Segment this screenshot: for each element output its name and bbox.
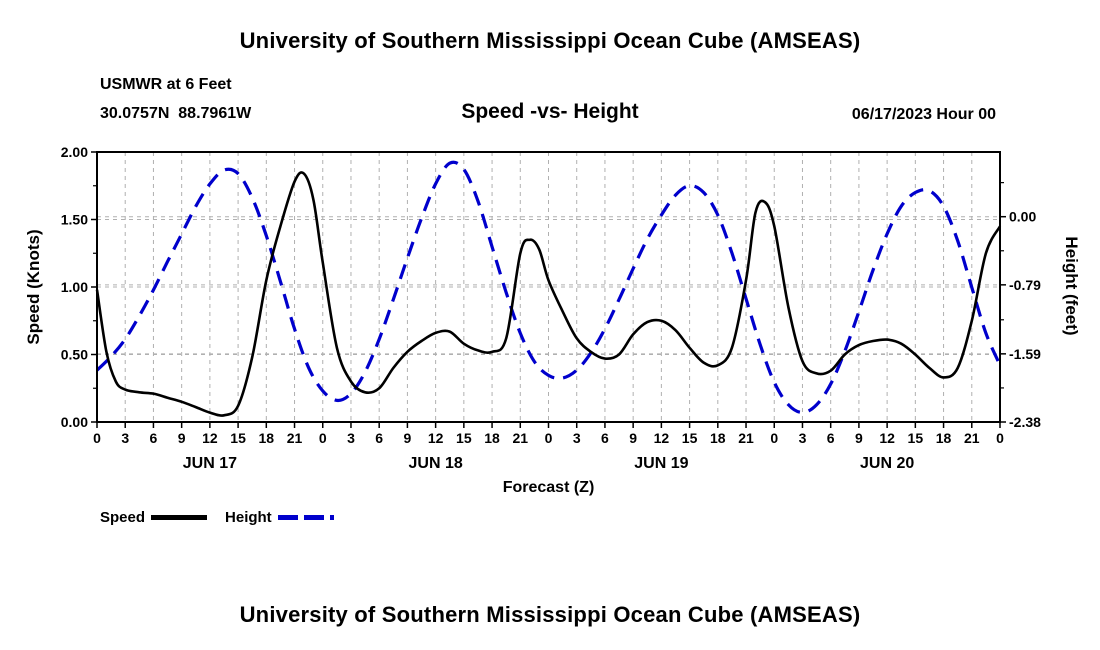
- x-tick-label: 6: [601, 430, 609, 446]
- x-tick-label: 12: [879, 430, 895, 446]
- page-title: University of Southern Mississippi Ocean…: [239, 28, 861, 53]
- legend-label-speed: Speed: [100, 509, 146, 526]
- x-tick-label: 9: [404, 430, 412, 446]
- legend-swatch-speed-line: [151, 515, 208, 520]
- x-tick-label: 0: [93, 430, 101, 446]
- day-label: JUN 18: [409, 455, 463, 472]
- left-y-tick-label: 2.00: [61, 144, 88, 160]
- x-tick-label: 12: [428, 430, 444, 446]
- right-y-tick-label: -2.38: [1009, 414, 1041, 430]
- x-tick-label: 6: [375, 430, 383, 446]
- x-tick-label: 18: [259, 430, 275, 446]
- x-tick-label: 0: [770, 430, 778, 446]
- x-tick-label: 15: [908, 430, 924, 446]
- x-tick-label: 9: [178, 430, 186, 446]
- x-tick-label: 0: [996, 430, 1004, 446]
- x-tick-label: 9: [629, 430, 637, 446]
- x-tick-label: 18: [936, 430, 952, 446]
- x-tick-label: 12: [202, 430, 218, 446]
- x-tick-label: 21: [287, 430, 303, 446]
- day-label: JUN 20: [860, 455, 914, 472]
- x-tick-label: 15: [230, 430, 246, 446]
- legend-swatch-height-line: [277, 515, 334, 520]
- x-tick-label: 21: [738, 430, 754, 446]
- x-tick-label: 21: [964, 430, 980, 446]
- day-label: JUN 19: [634, 455, 688, 472]
- footer-title: University of Southern Mississippi Ocean…: [239, 602, 861, 627]
- day-label: JUN 17: [183, 455, 237, 472]
- x-tick-label: 6: [150, 430, 158, 446]
- x-tick-label: 3: [347, 430, 355, 446]
- x-tick-label: 15: [682, 430, 698, 446]
- station-label: USMWR at 6 Feet: [100, 76, 232, 93]
- x-tick-label: 0: [545, 430, 553, 446]
- x-tick-label: 0: [319, 430, 327, 446]
- x-tick-label: 6: [827, 430, 835, 446]
- x-tick-label: 18: [710, 430, 726, 446]
- right-y-tick-label: -0.79: [1009, 277, 1041, 293]
- coordinates-label: 30.0757N 88.7961W: [100, 105, 252, 122]
- left-y-tick-label: 0.00: [61, 414, 88, 430]
- datetime-label: 06/17/2023 Hour 00: [851, 106, 996, 123]
- x-tick-label: 3: [799, 430, 807, 446]
- x-tick-label: 9: [855, 430, 863, 446]
- left-y-tick-label: 1.50: [61, 212, 88, 228]
- x-tick-label: 15: [456, 430, 472, 446]
- x-tick-label: 3: [121, 430, 129, 446]
- left-y-tick-label: 1.00: [61, 279, 88, 295]
- legend: Speed Height: [100, 509, 334, 526]
- x-axis-title: Forecast (Z): [502, 479, 595, 496]
- x-tick-label: 3: [573, 430, 581, 446]
- right-y-tick-label: 0.00: [1009, 209, 1036, 225]
- legend-label-height: Height: [225, 509, 272, 526]
- x-tick-label: 21: [512, 430, 528, 446]
- chart-title: Speed -vs- Height: [461, 100, 639, 123]
- x-tick-label: 18: [484, 430, 500, 446]
- right-y-tick-label: -1.59: [1009, 346, 1041, 362]
- series-line-height: [95, 160, 1002, 415]
- left-y-tick-label: 0.50: [61, 347, 88, 363]
- series-line-speed: [95, 171, 1002, 417]
- x-tick-label: 12: [654, 430, 670, 446]
